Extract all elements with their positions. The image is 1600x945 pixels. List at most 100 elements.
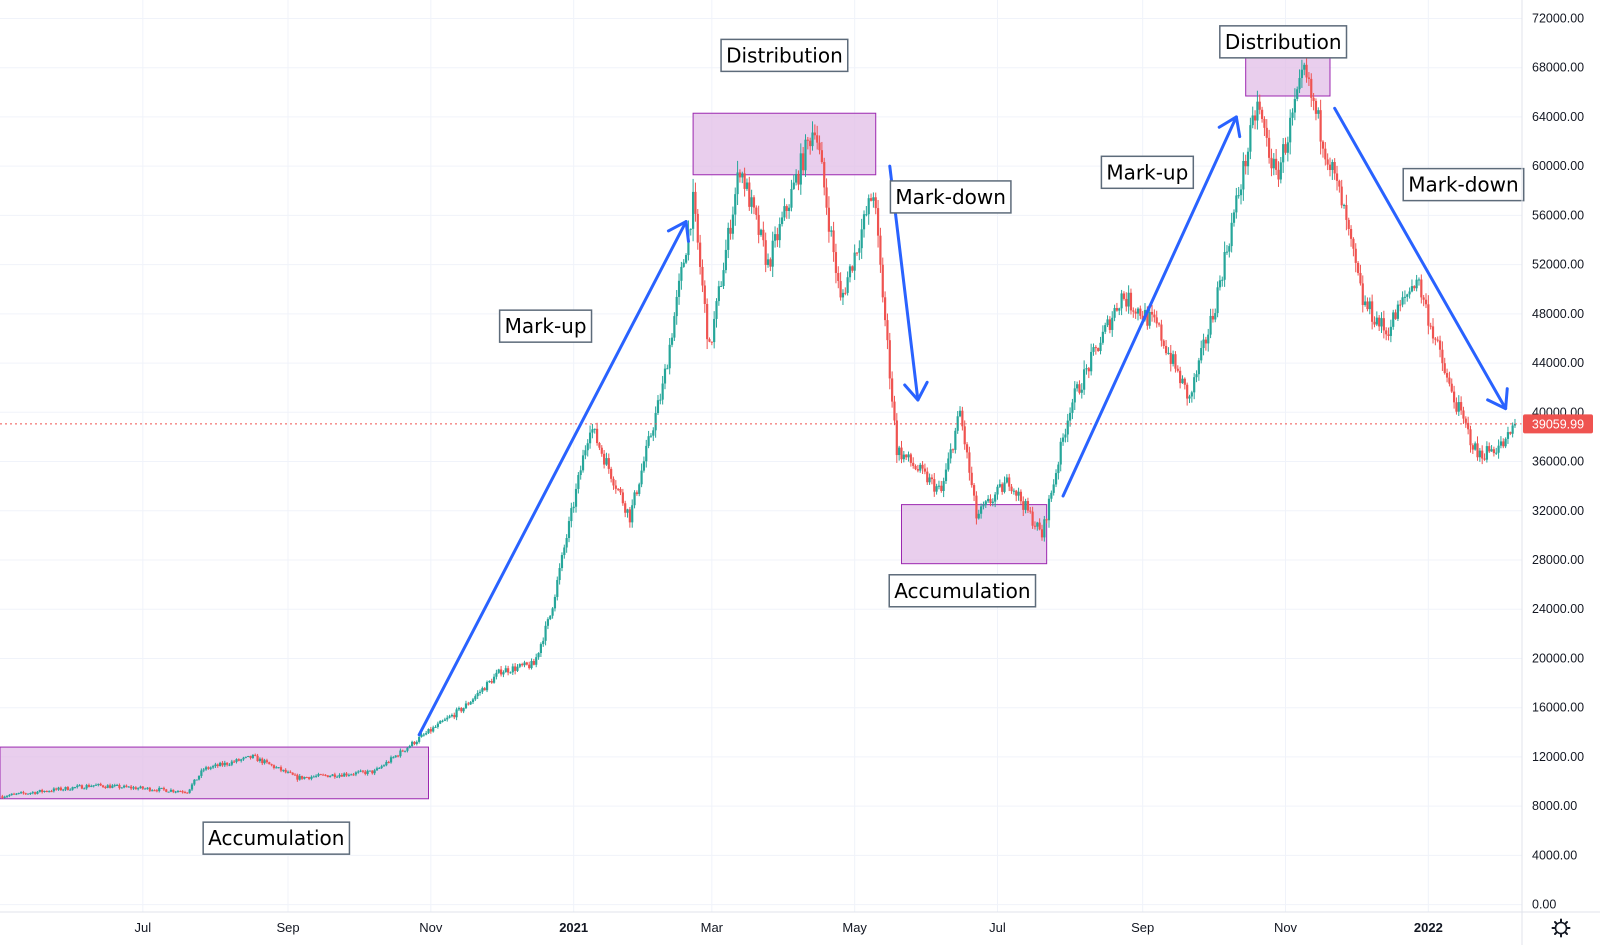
candle-down <box>1 796 4 798</box>
accumulation-zone[interactable] <box>0 746 430 800</box>
candle-down <box>926 471 929 483</box>
candle-up <box>62 789 65 791</box>
candle-up <box>811 132 814 147</box>
candle-up <box>223 762 226 766</box>
annotation-label[interactable]: Mark-down <box>1402 167 1525 202</box>
candle-up <box>572 506 575 509</box>
candle-down <box>319 774 322 776</box>
candle-down <box>66 787 70 790</box>
candle-up <box>1506 432 1510 439</box>
candle-up <box>1216 287 1219 314</box>
candle-down <box>1153 314 1156 318</box>
candle-up <box>151 790 154 792</box>
candle-up <box>727 227 730 250</box>
candle-up <box>980 506 983 514</box>
candle-down <box>921 464 924 469</box>
candle-up <box>645 445 648 462</box>
candle-down <box>148 787 151 791</box>
annotation-text: Mark-down <box>895 185 1006 209</box>
settings-gear-icon[interactable] <box>1551 918 1571 938</box>
candle-up <box>195 779 198 781</box>
candle-up <box>275 767 278 769</box>
candle-up <box>689 228 692 230</box>
price-tick-label: 72000.00 <box>1532 11 1584 25</box>
candle-up <box>10 793 13 796</box>
candle-down <box>1469 429 1472 446</box>
candle-down <box>1443 363 1446 374</box>
candle-up <box>120 787 123 789</box>
candle-down <box>272 765 276 769</box>
price-tick-label: 28000.00 <box>1532 553 1584 567</box>
candle-up <box>1190 392 1193 397</box>
candle-up <box>92 785 95 787</box>
markdown-arrow[interactable] <box>1333 106 1509 411</box>
annotation-box <box>498 309 593 343</box>
candle-up <box>907 454 910 458</box>
annotation-text: Mark-up <box>505 314 587 338</box>
candle-up <box>1136 308 1140 314</box>
candle-up <box>176 791 180 793</box>
distribution-zone[interactable] <box>1245 51 1331 97</box>
candle-up <box>450 714 454 717</box>
candle-down <box>1026 501 1030 511</box>
candle-up <box>579 470 582 476</box>
candle-up <box>462 708 465 712</box>
price-axis[interactable]: 72000.00 68000.00 64000.00 60000.00 56000.00… <box>1532 11 1584 911</box>
candle-up <box>734 194 737 215</box>
candle-up <box>331 774 334 776</box>
distribution-zone[interactable] <box>692 112 877 176</box>
candle-down <box>757 214 760 235</box>
candle-down <box>1204 339 1207 344</box>
candle-up <box>1298 78 1301 90</box>
candle-down <box>1010 486 1013 492</box>
candle-up <box>987 498 990 502</box>
annotation-label[interactable]: Accumulation <box>888 574 1037 608</box>
candle-up <box>57 787 60 790</box>
annotation-label[interactable]: Mark-down <box>889 180 1012 214</box>
annotation-label[interactable]: Accumulation <box>202 821 351 855</box>
markup-arrow[interactable] <box>1061 115 1242 498</box>
candle-up <box>190 784 194 790</box>
candle-down <box>499 669 503 675</box>
candle-up <box>1246 151 1250 167</box>
annotation-label[interactable]: Mark-up <box>498 309 593 343</box>
candle-down <box>970 472 973 486</box>
candle-up <box>113 785 116 787</box>
candle-up <box>312 776 315 778</box>
candle-up <box>336 776 339 778</box>
candle-down <box>1492 449 1496 454</box>
annotation-label[interactable]: Distribution <box>1219 25 1348 59</box>
candle-down <box>1427 304 1430 326</box>
candle-up <box>684 255 688 263</box>
candle-down <box>12 793 16 795</box>
candle-down <box>1361 283 1364 306</box>
time-axis[interactable]: Jul Sep Nov 2021 Mar May Jul Sep Nov 2022 <box>135 920 1443 935</box>
price-tick-label: 56000.00 <box>1532 208 1584 222</box>
candle-down <box>1340 186 1343 206</box>
annotation-label[interactable]: Mark-up <box>1100 155 1195 190</box>
candle-up <box>759 229 763 235</box>
candle-up <box>338 774 341 777</box>
candle-down <box>1038 522 1041 530</box>
candle-down <box>289 771 292 773</box>
candle-down <box>1326 159 1329 165</box>
candle-up <box>385 761 388 766</box>
candle-up <box>1223 252 1226 280</box>
candle-down <box>729 227 732 234</box>
candle-down <box>1097 348 1100 352</box>
accumulation-zone[interactable] <box>900 504 1048 565</box>
annotation-label[interactable]: Distribution <box>720 38 849 73</box>
markup-arrow[interactable] <box>417 220 690 737</box>
candle-up <box>656 400 660 414</box>
candle-down <box>1464 418 1467 423</box>
candle-down <box>460 708 463 712</box>
candle-down <box>837 272 840 281</box>
annotation-box <box>1100 155 1195 190</box>
candle-down <box>130 786 133 789</box>
candle-down <box>24 793 27 795</box>
candle-down <box>1429 325 1432 327</box>
candle-down <box>951 449 955 451</box>
candle-down <box>1333 162 1336 174</box>
candle-down <box>886 320 889 341</box>
candle-down <box>703 285 706 304</box>
